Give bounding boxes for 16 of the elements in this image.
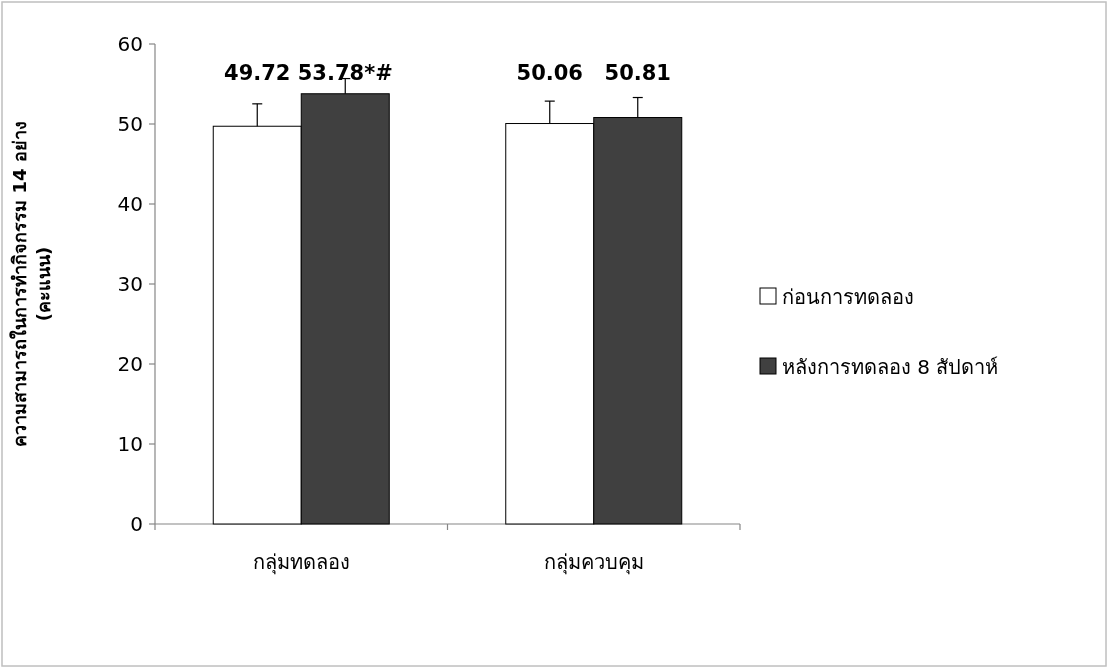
data-label: 50.81	[604, 61, 671, 85]
data-label: 50.06	[516, 61, 583, 85]
y-tick-label: 60	[117, 32, 143, 56]
y-tick-label: 10	[117, 432, 143, 456]
y-axis-title: ความสามารถในการทำกิจกรรม 14 อย่าง (คะแนน)	[9, 121, 54, 447]
y-tick-label: 40	[117, 192, 143, 216]
x-tick-label: กลุ่มทดลอง	[252, 550, 350, 575]
y-tick-label: 20	[117, 352, 143, 376]
legend-label: หลังการทดลอง 8 สัปดาห์	[782, 355, 999, 379]
data-label: 49.72	[224, 61, 291, 85]
y-tick-label: 0	[130, 512, 143, 536]
y-tick-label: 50	[117, 112, 143, 136]
y-tick-label: 30	[117, 272, 143, 296]
data-label: 53.78*#	[297, 61, 393, 85]
legend-label: ก่อนการทดลอง	[782, 285, 914, 309]
x-tick-label: กลุ่มควบคุม	[543, 550, 644, 575]
